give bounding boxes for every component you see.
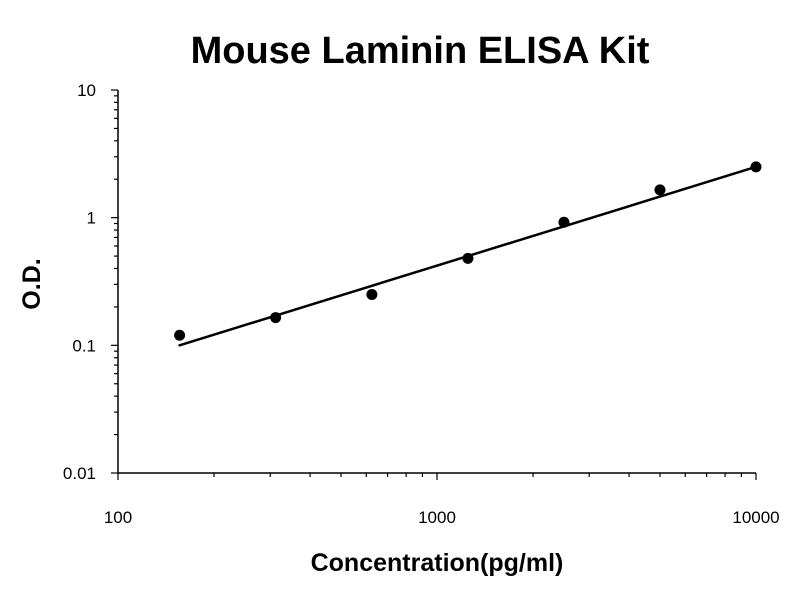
axes: [117, 90, 756, 474]
data-point: [654, 184, 666, 196]
x-tick-label: 1000: [418, 508, 456, 527]
x-tick-label: 100: [104, 508, 132, 527]
data-points: [174, 161, 762, 341]
y-tick-label: 10: [77, 81, 96, 100]
y-axis-title: O.D.: [18, 258, 46, 309]
data-point: [366, 289, 378, 301]
y-tick-label: 0.1: [72, 336, 96, 355]
data-point: [462, 252, 474, 264]
x-tick-label: 10000: [732, 508, 779, 527]
y-tick-label: 0.01: [63, 464, 96, 483]
x-axis-title: Concentration(pg/ml): [311, 549, 564, 577]
y-tick-label: 1: [87, 209, 96, 228]
tick-marks: [111, 89, 757, 480]
data-point: [558, 216, 570, 228]
data-point: [174, 329, 186, 341]
tick-labels: 100 1000 10000 10 1 0.1 0.01: [63, 81, 780, 527]
data-point: [750, 161, 762, 173]
chart-title: Mouse Laminin ELISA Kit: [191, 30, 650, 72]
data-point: [270, 312, 282, 324]
